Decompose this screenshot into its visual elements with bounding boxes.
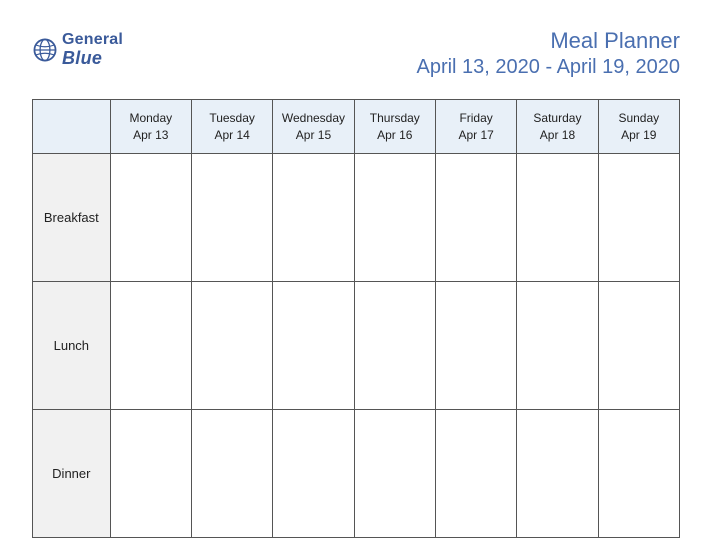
- meal-cell[interactable]: [435, 282, 516, 410]
- meal-cell[interactable]: [191, 410, 272, 538]
- meal-cell[interactable]: [191, 154, 272, 282]
- table-header-row: Monday Apr 13 Tuesday Apr 14 Wednesday A…: [33, 100, 680, 154]
- meal-row-header: Lunch: [33, 282, 111, 410]
- day-name: Saturday: [517, 110, 597, 126]
- meal-cell[interactable]: [354, 282, 435, 410]
- meal-cell[interactable]: [435, 154, 516, 282]
- day-name: Sunday: [599, 110, 679, 126]
- meal-cell[interactable]: [110, 282, 191, 410]
- logo-line2: Blue: [62, 48, 102, 68]
- header: General Blue Meal Planner April 13, 2020…: [32, 28, 680, 79]
- day-name: Friday: [436, 110, 516, 126]
- day-header: Monday Apr 13: [110, 100, 191, 154]
- day-date: Apr 18: [517, 127, 597, 143]
- day-header: Friday Apr 17: [435, 100, 516, 154]
- day-date: Apr 13: [111, 127, 191, 143]
- meal-cell[interactable]: [598, 410, 679, 538]
- day-name: Monday: [111, 110, 191, 126]
- corner-cell: [33, 100, 111, 154]
- meal-cell[interactable]: [598, 282, 679, 410]
- day-date: Apr 14: [192, 127, 272, 143]
- day-header: Saturday Apr 18: [517, 100, 598, 154]
- meal-row-header: Breakfast: [33, 154, 111, 282]
- day-name: Wednesday: [273, 110, 353, 126]
- day-date: Apr 16: [355, 127, 435, 143]
- meal-cell[interactable]: [435, 410, 516, 538]
- day-name: Tuesday: [192, 110, 272, 126]
- day-name: Thursday: [355, 110, 435, 126]
- day-header: Tuesday Apr 14: [191, 100, 272, 154]
- logo-line1: General: [62, 31, 123, 48]
- page-title: Meal Planner: [416, 28, 680, 54]
- meal-cell[interactable]: [517, 154, 598, 282]
- logo-text: General Blue: [62, 32, 123, 69]
- table-row: Lunch: [33, 282, 680, 410]
- meal-cell[interactable]: [110, 154, 191, 282]
- meal-cell[interactable]: [273, 410, 354, 538]
- meal-planner-table: Monday Apr 13 Tuesday Apr 14 Wednesday A…: [32, 99, 680, 538]
- globe-icon: [32, 37, 58, 63]
- day-date: Apr 15: [273, 127, 353, 143]
- logo: General Blue: [32, 28, 123, 69]
- meal-cell[interactable]: [191, 282, 272, 410]
- meal-row-header: Dinner: [33, 410, 111, 538]
- table-row: Breakfast: [33, 154, 680, 282]
- meal-cell[interactable]: [517, 410, 598, 538]
- day-date: Apr 17: [436, 127, 516, 143]
- meal-cell[interactable]: [354, 410, 435, 538]
- day-header: Sunday Apr 19: [598, 100, 679, 154]
- day-header: Thursday Apr 16: [354, 100, 435, 154]
- meal-cell[interactable]: [273, 154, 354, 282]
- titles: Meal Planner April 13, 2020 - April 19, …: [416, 28, 680, 79]
- meal-cell[interactable]: [354, 154, 435, 282]
- meal-cell[interactable]: [517, 282, 598, 410]
- table-row: Dinner: [33, 410, 680, 538]
- page-subtitle: April 13, 2020 - April 19, 2020: [416, 56, 680, 79]
- meal-cell[interactable]: [598, 154, 679, 282]
- day-date: Apr 19: [599, 127, 679, 143]
- day-header: Wednesday Apr 15: [273, 100, 354, 154]
- meal-cell[interactable]: [110, 410, 191, 538]
- meal-cell[interactable]: [273, 282, 354, 410]
